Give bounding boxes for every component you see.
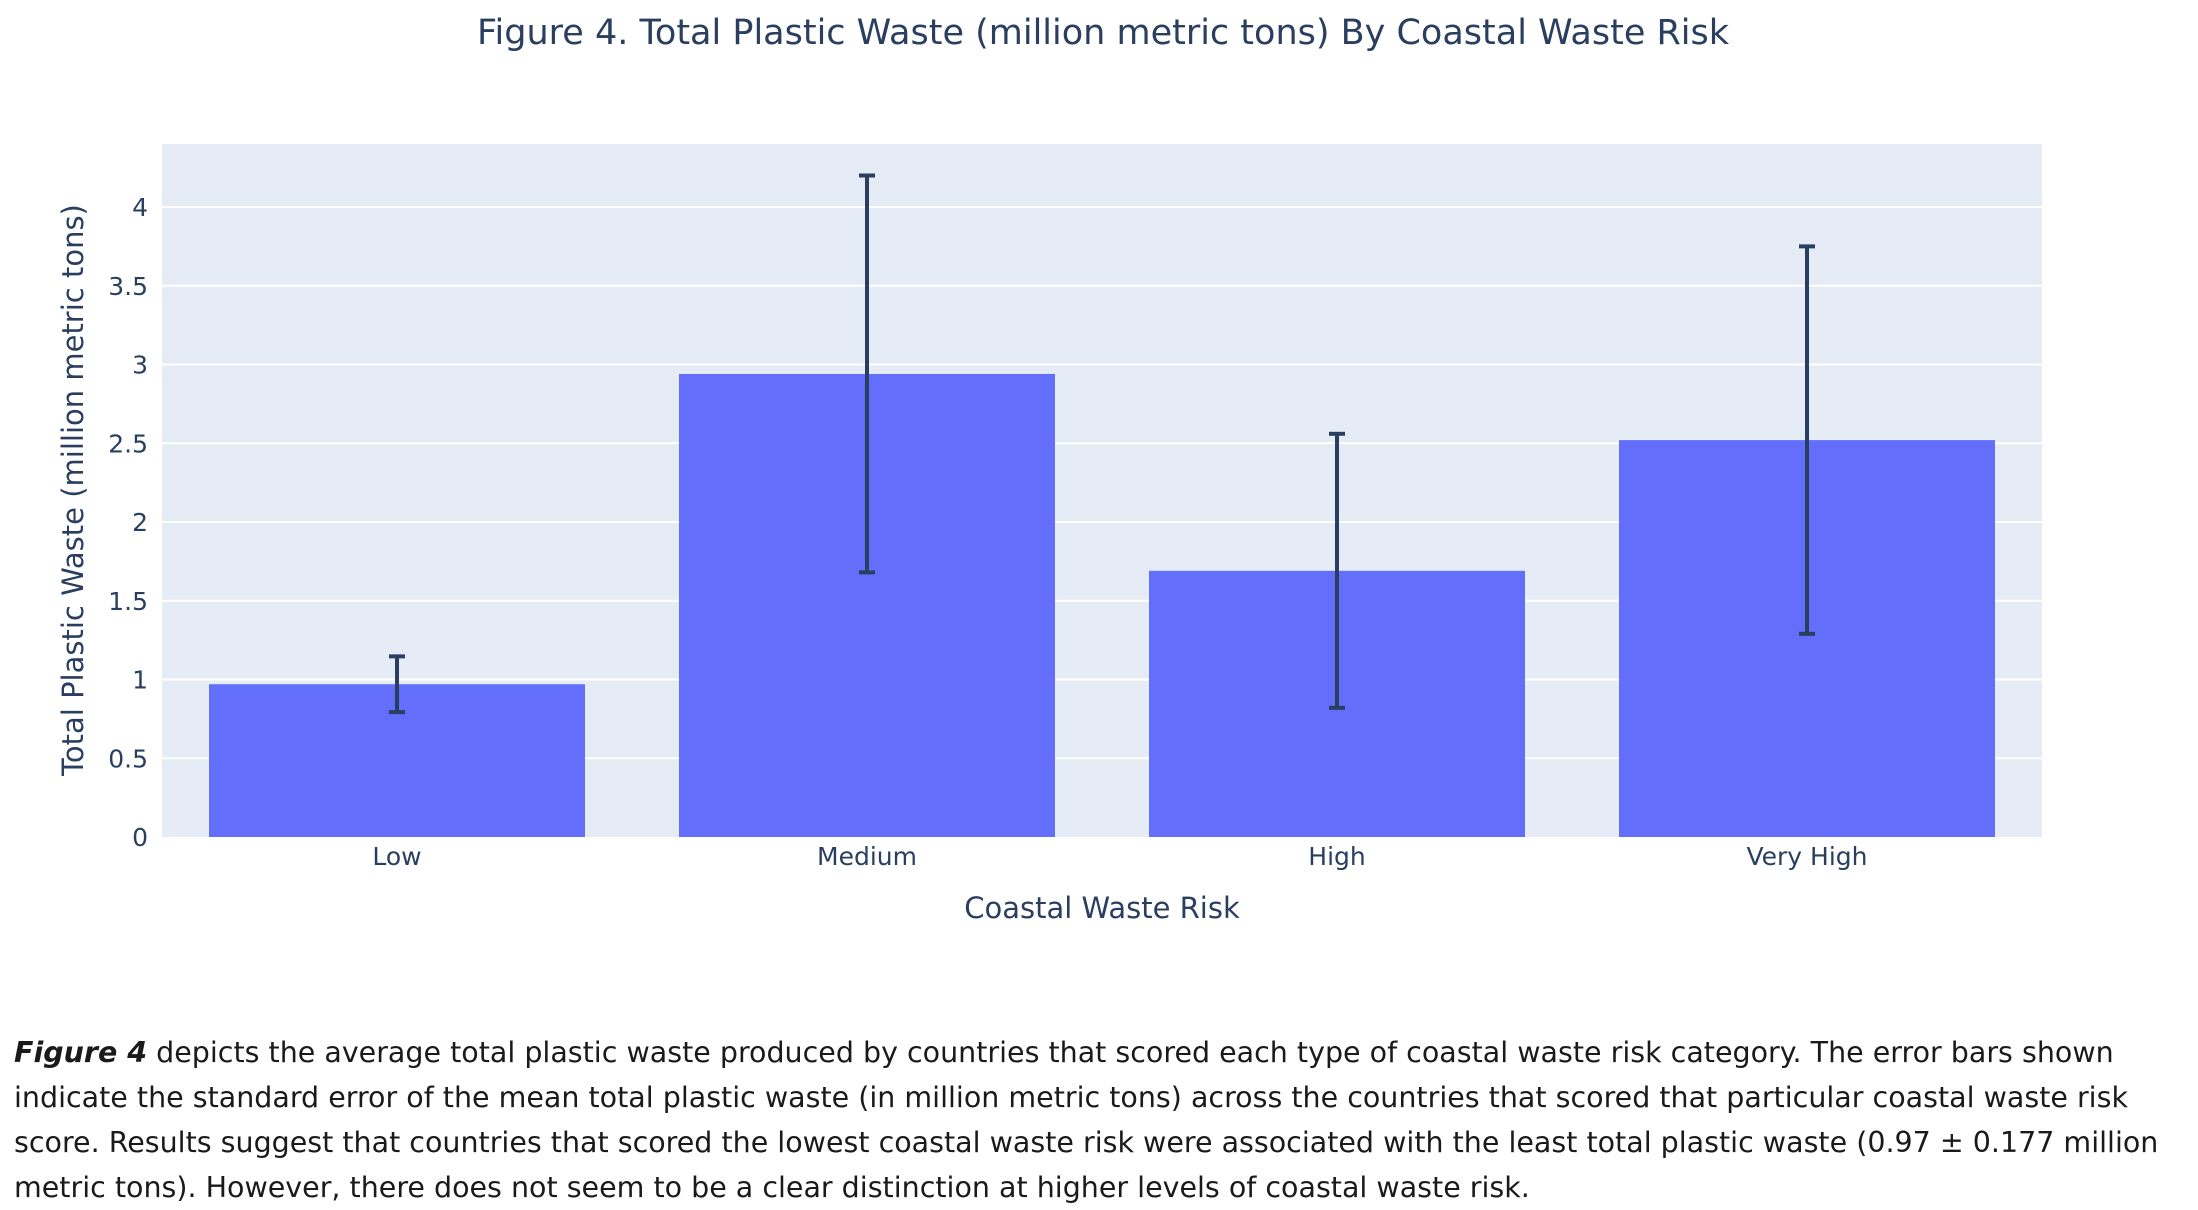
- chart-title: Figure 4. Total Plastic Waste (million m…: [477, 13, 1730, 53]
- caption-text: depicts the average total plastic waste …: [14, 1036, 2159, 1204]
- y-tick-label: 1.5: [108, 587, 148, 616]
- error-bar: [1329, 431, 1345, 710]
- error-bars: [389, 173, 1815, 715]
- y-tick-label: 2: [132, 508, 148, 537]
- x-tick-label: Very High: [1746, 842, 1867, 871]
- bars: [209, 373, 1995, 837]
- caption-figure-ref: Figure 4: [14, 1036, 148, 1069]
- y-tick-label: 3.5: [108, 272, 148, 301]
- error-bar: [389, 654, 405, 715]
- error-bar: [859, 173, 875, 575]
- chart: Figure 4. Total Plastic Waste (million m…: [56, 13, 2042, 925]
- y-tick-label: 0: [132, 823, 148, 852]
- y-tick-label: 4: [132, 193, 148, 222]
- x-tick-label: High: [1308, 842, 1365, 871]
- y-tick-label: 3: [132, 351, 148, 380]
- y-tick-label: 1: [132, 666, 148, 695]
- x-tick-label: Medium: [817, 842, 917, 871]
- figure-caption: Figure 4 depicts the average total plast…: [14, 1030, 2184, 1210]
- y-tick-label: 0.5: [108, 744, 148, 773]
- y-axis-label: Total Plastic Waste (million metric tons…: [56, 204, 90, 777]
- x-tick-label: Low: [372, 842, 421, 871]
- x-axis-label: Coastal Waste Risk: [964, 891, 1240, 925]
- y-tick-label: 2.5: [108, 429, 148, 458]
- x-axis-ticks: Low Medium High Very High: [372, 842, 1867, 871]
- y-axis-ticks: 0 0.5 1 1.5 2 2.5 3 3.5 4: [108, 193, 148, 852]
- error-bar: [1799, 244, 1815, 636]
